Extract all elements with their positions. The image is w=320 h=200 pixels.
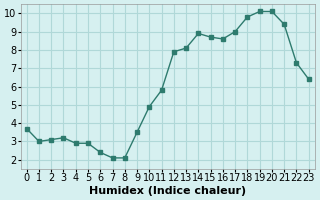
X-axis label: Humidex (Indice chaleur): Humidex (Indice chaleur)	[89, 186, 246, 196]
